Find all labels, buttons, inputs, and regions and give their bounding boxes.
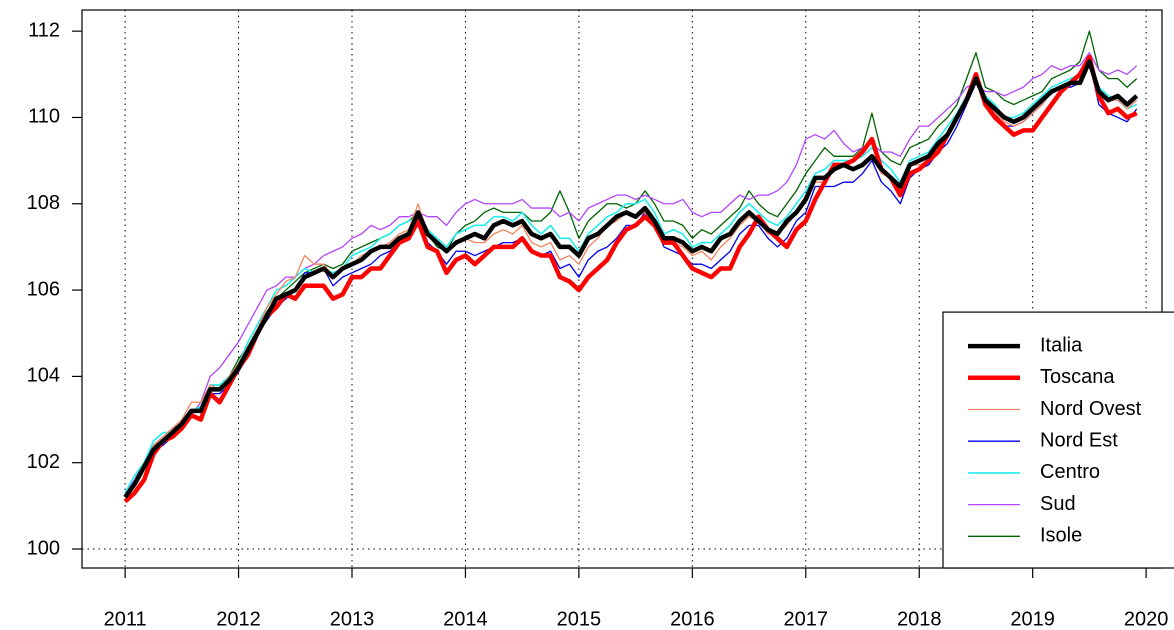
x-tick-label: 2013: [330, 608, 375, 630]
legend-label: Isole: [1040, 525, 1082, 547]
y-tick-label: 100: [27, 537, 60, 559]
y-tick-label: 112: [28, 19, 60, 41]
legend-label: Nord Ovest: [1040, 398, 1142, 420]
y-tick-label: 104: [27, 365, 60, 387]
x-tick-label: 2020: [1124, 608, 1169, 630]
series-line: [123, 59, 1139, 499]
grid: [82, 10, 1162, 568]
x-tick-label: 2012: [216, 608, 261, 630]
x-tick-label: 2016: [670, 608, 715, 630]
plot-frame: [81, 9, 1163, 569]
y-tick-label: 102: [27, 451, 60, 473]
x-tick-label: 2011: [104, 608, 147, 630]
legend-label: Toscana: [1040, 366, 1115, 388]
x-tick-label: 2015: [557, 608, 602, 630]
y-tick-label: 108: [27, 192, 60, 214]
series-line: [124, 30, 1138, 498]
legend-label: Sud: [1040, 493, 1076, 515]
x-tick-label: 2017: [784, 608, 829, 630]
axes: 2011 2012 2013 2014 2015 2016 2017 2018 2019 2020…: [27, 19, 1169, 630]
legend-box: [942, 311, 1174, 569]
x-tick-label: 2018: [897, 608, 942, 630]
legend-label: Italia: [1040, 334, 1083, 356]
legend-label: Centro: [1040, 461, 1100, 483]
x-tick-label: 2019: [1010, 608, 1055, 630]
series-line: [124, 52, 1138, 494]
legend-label: Nord Est: [1040, 429, 1118, 451]
legend: Italia Toscana Nord Ovest Nord Est Centro Sud…: [942, 311, 1174, 569]
lines: [123, 30, 1139, 504]
y-tick-label: 106: [27, 278, 60, 300]
y-tick-label: 110: [28, 106, 60, 128]
x-tick-label: 2014: [443, 608, 488, 630]
